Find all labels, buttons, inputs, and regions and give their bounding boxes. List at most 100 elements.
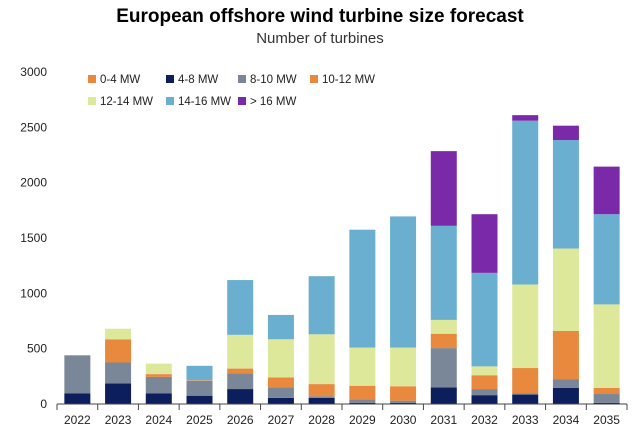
y-tick-label: 2500 (20, 120, 47, 134)
bar-segment (430, 225, 457, 320)
bar-segment (593, 214, 620, 305)
bar-segment (145, 363, 172, 375)
y-tick-label: 1000 (20, 286, 47, 300)
bar-segment (512, 115, 539, 121)
bar-segment (430, 348, 457, 388)
bar-segment (593, 166, 620, 215)
y-tick-label: 500 (27, 342, 47, 356)
y-tick-label: 2000 (20, 176, 47, 190)
bar-segment (349, 347, 376, 386)
bar-segment (105, 339, 132, 363)
legend-label: 4-8 MW (178, 74, 218, 86)
bar-segment (552, 248, 579, 331)
x-tick-label: 2029 (349, 413, 376, 427)
bar-segment (267, 339, 294, 378)
bar-segment (267, 397, 294, 404)
bar-segment (471, 366, 498, 376)
x-tick-label: 2033 (512, 413, 539, 427)
bar-segment (471, 375, 498, 390)
legend-swatch (88, 75, 96, 83)
bar-segment (390, 400, 417, 403)
bar-segment (512, 368, 539, 394)
x-tick-label: 2023 (105, 413, 132, 427)
bar-segment (430, 333, 457, 349)
y-tick-label: 0 (40, 397, 47, 411)
bar-segment (105, 362, 132, 384)
bar-segment (552, 125, 579, 141)
legend-label: 12-14 MW (100, 96, 153, 108)
legend-label: 8-10 MW (250, 74, 297, 86)
bar-segment (186, 365, 213, 381)
x-tick-label: 2035 (593, 413, 620, 427)
bar-segment (227, 373, 254, 390)
x-tick-label: 2032 (471, 413, 498, 427)
legend-swatch (88, 97, 96, 105)
legend-label: 14-16 MW (178, 96, 231, 108)
legend-swatch (238, 97, 246, 105)
x-tick-label: 2030 (390, 413, 417, 427)
legend-swatch (166, 97, 174, 105)
bar-segment (64, 393, 91, 404)
bar-segment (552, 387, 579, 404)
bar-segment (349, 229, 376, 348)
x-tick-label: 2034 (553, 413, 580, 427)
bar-segment (227, 389, 254, 404)
bar-segment (227, 280, 254, 335)
legend-swatch (238, 75, 246, 83)
bar-segment (471, 272, 498, 367)
bar-segment (593, 394, 620, 403)
x-tick-label: 2025 (186, 413, 213, 427)
bar-segment (349, 385, 376, 400)
legend-swatch (310, 75, 318, 83)
bar-segment (552, 330, 579, 380)
bar-segment (105, 328, 132, 340)
bar-segment (593, 304, 620, 388)
bar-segment (308, 397, 335, 404)
bar-segment (471, 395, 498, 404)
x-tick-label: 2026 (227, 413, 254, 427)
bar-segment (471, 214, 498, 273)
bar-segment (390, 216, 417, 348)
bar-segment (227, 334, 254, 369)
bar-segment (308, 334, 335, 385)
bar-segment (145, 376, 172, 394)
x-tick-label: 2031 (430, 413, 457, 427)
bar-segment (308, 396, 335, 398)
bar-segment (267, 314, 294, 340)
bar-segment (593, 402, 620, 404)
x-tick-label: 2028 (308, 413, 335, 427)
bar-segment (593, 387, 620, 395)
bar-segment (145, 393, 172, 404)
bar-segment (430, 151, 457, 226)
bar-segment (186, 380, 213, 396)
y-tick-label: 3000 (20, 65, 47, 79)
bar-segment (349, 402, 376, 404)
bar-segment (512, 394, 539, 404)
bar-segment (145, 374, 172, 377)
legend-label: 10-12 MW (322, 74, 375, 86)
bar-segment (430, 387, 457, 404)
bar-segment (471, 389, 498, 396)
bar-segment (430, 319, 457, 334)
bar-segment (512, 284, 539, 369)
bar-segment (308, 384, 335, 397)
bar-segment (105, 383, 132, 404)
bar-segment (267, 377, 294, 388)
chart-subtitle: Number of turbines (256, 30, 384, 47)
chart-title: European offshore wind turbine size fore… (116, 6, 524, 27)
bar-segment (390, 402, 417, 404)
bar-segment (349, 399, 376, 403)
bar-segment (512, 120, 539, 285)
bar-segment (186, 380, 213, 381)
x-tick-label: 2024 (145, 413, 172, 427)
bar-segment (552, 379, 579, 388)
legend-label: > 16 MW (250, 96, 296, 108)
bar-segment (186, 395, 213, 404)
x-tick-label: 2022 (64, 413, 91, 427)
bar-segment (390, 386, 417, 401)
legend-swatch (166, 75, 174, 83)
bar-segment (227, 368, 254, 374)
y-tick-label: 1500 (20, 231, 47, 245)
